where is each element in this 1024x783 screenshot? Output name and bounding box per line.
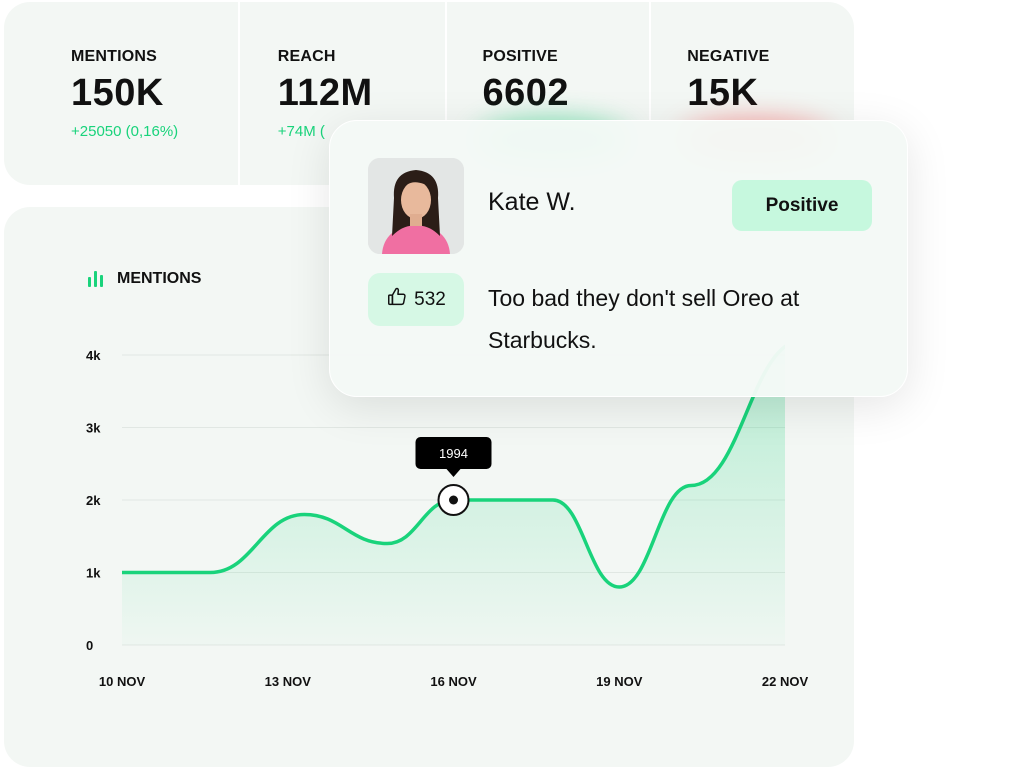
highlight-point-dot — [449, 495, 458, 505]
stat-reach[interactable]: REACH 112M +74M ( — [237, 2, 445, 185]
mentions-area — [122, 346, 785, 645]
review-card[interactable]: Kate W. Positive 532 Too bad they don't … — [329, 120, 908, 397]
stat-value: 150K — [71, 72, 164, 114]
stat-value: 112M — [277, 72, 373, 114]
x-tick-label: 10 NOV — [99, 674, 146, 689]
reviewer-name: Kate W. — [488, 188, 576, 216]
avatar — [368, 158, 464, 254]
y-tick-label: 3k — [86, 421, 101, 436]
tooltip-box — [415, 437, 492, 469]
y-tick-label: 4k — [86, 348, 101, 363]
mentions-chart[interactable]: 0 1k 2k 3k 4k 10 NOV 13 NOV 16 NOV 19 NOV 22 NOV 1… — [4, 207, 854, 767]
review-text: Too bad they don't sell Oreo at Starbuck… — [488, 285, 800, 353]
sentiment-badge[interactable]: Positive — [732, 180, 872, 231]
bar-chart-icon — [88, 271, 103, 287]
like-count: 532 — [414, 288, 446, 310]
stat-value: 6602 — [482, 72, 570, 114]
tooltip-pointer — [446, 469, 461, 477]
x-tick-label: 22 NOV — [762, 674, 809, 689]
thumbs-up-icon — [386, 286, 408, 314]
stat-label: POSITIVE — [482, 48, 558, 65]
stat-change: +74M ( — [277, 123, 325, 140]
mentions-line — [122, 344, 785, 589]
y-tick-label: 1k — [86, 566, 101, 581]
tooltip-value: 1994 — [439, 446, 468, 461]
y-tick-label: 2k — [86, 493, 101, 508]
stat-mentions[interactable]: MENTIONS 150K +25050 (0,16%) — [4, 2, 238, 185]
like-button[interactable]: 532 — [368, 273, 464, 326]
x-tick-label: 19 NOV — [596, 674, 643, 689]
chart-title-text: MENTIONS — [117, 270, 202, 287]
stat-change: +25050 (0,16%) — [71, 123, 179, 140]
x-tick-label: 13 NOV — [265, 674, 312, 689]
stat-label: REACH — [277, 48, 336, 65]
x-tick-label: 16 NOV — [430, 674, 477, 689]
y-tick-label: 0 — [86, 638, 93, 653]
stat-value: 15K — [687, 72, 759, 114]
stat-label: NEGATIVE — [687, 48, 770, 65]
chart-title: MENTIONS — [88, 270, 201, 288]
stat-label: MENTIONS — [71, 48, 158, 65]
